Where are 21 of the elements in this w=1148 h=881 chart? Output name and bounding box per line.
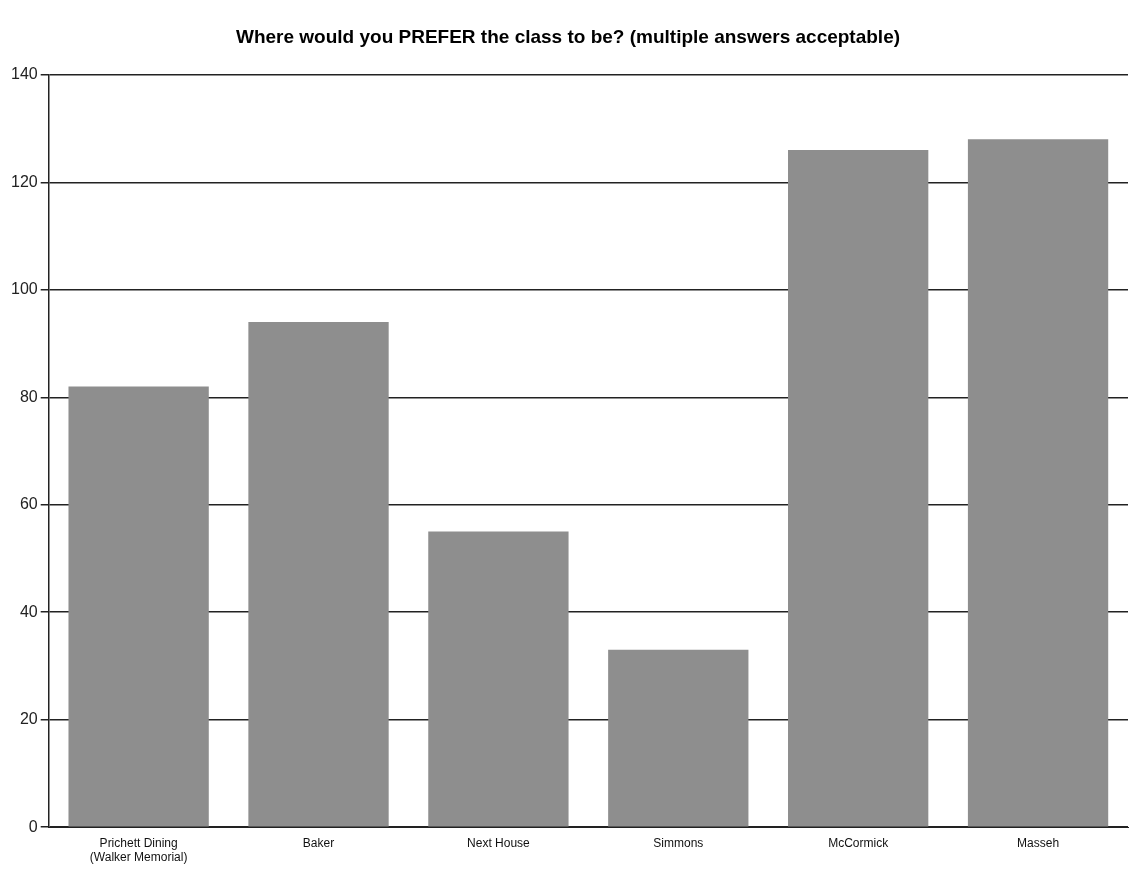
- bar: [608, 649, 749, 827]
- x-tick-label: McCormick: [828, 835, 890, 850]
- bar: [428, 531, 569, 827]
- bar: [788, 150, 929, 827]
- y-tick-label: 20: [19, 710, 38, 728]
- y-tick-label: 60: [19, 495, 38, 513]
- x-tick-label: Next House: [467, 835, 531, 850]
- y-tick-label: 120: [10, 172, 38, 190]
- bar: [967, 139, 1109, 827]
- x-tick-label: Baker: [302, 835, 335, 850]
- y-tick-label: 80: [19, 387, 38, 405]
- bar: [248, 322, 389, 827]
- y-tick-label: 0: [28, 817, 38, 835]
- y-tick-label: 100: [10, 280, 38, 298]
- x-tick-label: Simmons: [653, 835, 704, 850]
- x-tick-label: Prichett Dining (Walker Memorial): [89, 835, 188, 865]
- y-tick-label: 40: [19, 602, 38, 620]
- x-tick-label: Masseh: [1017, 835, 1060, 850]
- bar: [68, 386, 209, 827]
- y-tick-label: 140: [10, 65, 38, 83]
- chart-title: Where would you PREFER the class to be? (multiple answers acceptable): [235, 25, 901, 47]
